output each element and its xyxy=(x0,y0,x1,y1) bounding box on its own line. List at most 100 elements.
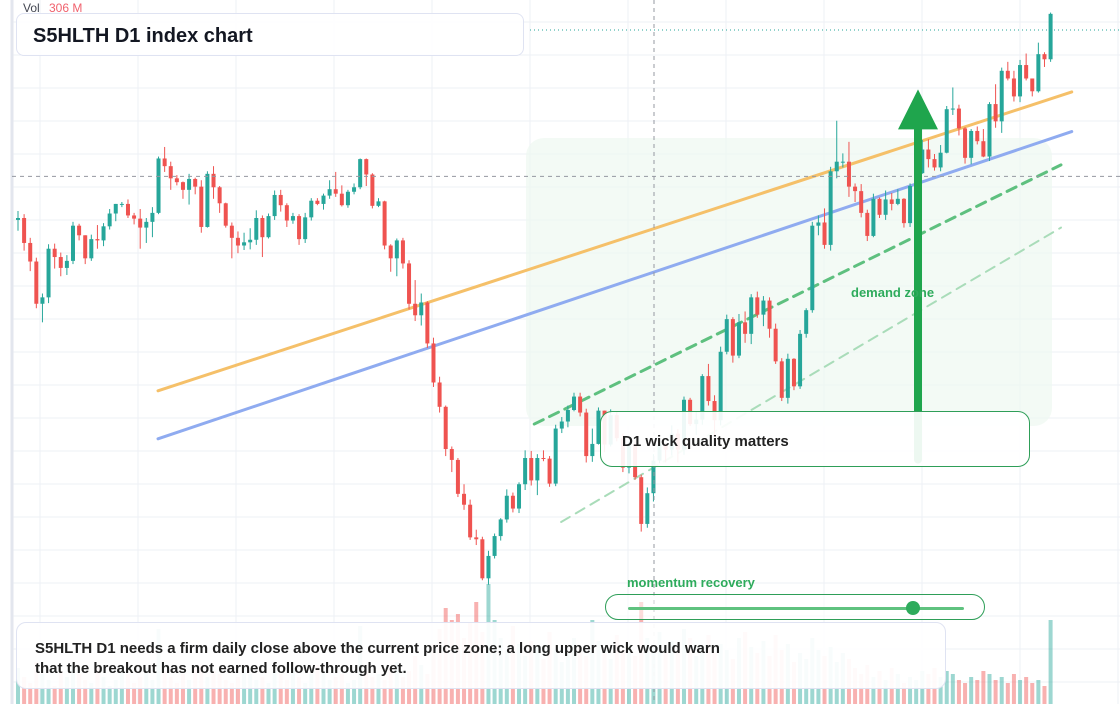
volume-bar xyxy=(187,680,192,704)
candle-body xyxy=(425,302,430,344)
analysis-card: S5HLTH D1 needs a firm daily close above… xyxy=(16,622,946,689)
volume-bar xyxy=(339,674,344,704)
candle-body xyxy=(89,239,94,259)
candle-body xyxy=(1030,78,1035,92)
momentum-slider[interactable] xyxy=(605,594,985,620)
volume-bar xyxy=(1030,683,1035,704)
candle-body xyxy=(639,477,644,524)
candle-body xyxy=(138,218,143,228)
volume-bar xyxy=(46,680,51,704)
candle-body xyxy=(999,70,1004,122)
candle-body xyxy=(767,300,772,329)
volume-bar xyxy=(297,677,302,704)
candle-body xyxy=(755,297,760,315)
volume-bar xyxy=(138,677,143,704)
candle-body xyxy=(743,322,748,334)
volume-label: Vol xyxy=(23,1,40,15)
volume-bar xyxy=(223,680,228,704)
candle-body xyxy=(150,212,155,222)
momentum-label: momentum recovery xyxy=(627,575,755,590)
candle-body xyxy=(455,459,460,494)
candle-body xyxy=(510,495,515,509)
candle-body xyxy=(590,443,595,457)
candle-body xyxy=(462,493,467,505)
candle-body xyxy=(975,130,980,142)
candle-body xyxy=(596,410,601,444)
volume-bar xyxy=(1018,680,1023,704)
volume-bar xyxy=(254,680,259,704)
candle-body xyxy=(187,178,192,190)
candle-body xyxy=(785,358,790,398)
analysis-text: S5HLTH D1 needs a firm daily close above… xyxy=(35,640,720,677)
volume-bar xyxy=(1042,686,1047,704)
candle-body xyxy=(865,212,870,236)
candle-body xyxy=(394,240,399,259)
candle-body xyxy=(779,361,784,398)
volume-bar xyxy=(1024,677,1029,704)
volume-bar xyxy=(303,683,308,704)
up-arrow-icon xyxy=(898,89,938,464)
candle-body xyxy=(58,257,63,268)
candle-body xyxy=(297,216,302,240)
volume-bar xyxy=(278,674,283,704)
candle-body xyxy=(278,194,283,206)
candle-body xyxy=(1011,78,1016,97)
candle-body xyxy=(993,104,998,122)
candle-body xyxy=(235,237,240,246)
candle-body xyxy=(1048,13,1053,60)
volume-bar xyxy=(376,674,381,704)
candle-body xyxy=(938,152,943,168)
candle-body xyxy=(83,235,88,259)
candle-body xyxy=(119,203,124,205)
candle-body xyxy=(449,449,454,460)
candle-body xyxy=(535,458,540,481)
candle-body xyxy=(498,519,503,537)
volume-bar xyxy=(901,683,906,704)
candle-body xyxy=(22,218,27,243)
chart-title: S5HLTH D1 index chart xyxy=(33,25,253,47)
volume-bar xyxy=(975,680,980,704)
candle-body xyxy=(229,225,234,238)
volume-bar xyxy=(248,674,253,704)
candle-body xyxy=(645,493,650,524)
volume-bar xyxy=(963,683,968,704)
candle-body xyxy=(736,322,741,356)
candle-body xyxy=(352,187,357,192)
candle-body xyxy=(846,161,851,187)
volume-bar xyxy=(908,677,913,704)
candle-body xyxy=(895,198,900,204)
volume-bar xyxy=(260,677,265,704)
candle-body xyxy=(651,460,656,494)
momentum-slider-knob[interactable] xyxy=(905,601,920,615)
volume-bar xyxy=(1011,674,1016,704)
crosshair xyxy=(12,0,1120,704)
volume-bar xyxy=(309,674,314,704)
candle-body xyxy=(761,300,766,315)
candle-body xyxy=(1018,65,1023,97)
candle-body xyxy=(290,216,295,221)
volume-bar xyxy=(1048,620,1053,704)
volume-bar xyxy=(132,683,137,704)
demand-zone-label: demand zone xyxy=(851,285,935,300)
candle-body xyxy=(749,297,754,334)
candle-body xyxy=(223,203,228,226)
candle-body xyxy=(468,504,473,538)
candle-body xyxy=(920,149,925,174)
candle-body xyxy=(382,201,387,246)
volume-bar xyxy=(871,677,876,704)
candle-body xyxy=(981,141,986,157)
volume-bar xyxy=(883,680,888,704)
volume-bar xyxy=(944,671,949,704)
volume-bar xyxy=(22,677,27,704)
volume-bar xyxy=(969,677,974,704)
volume-bar xyxy=(83,680,88,704)
volume-bar xyxy=(174,683,179,704)
candle-body xyxy=(584,412,589,457)
volume-bar xyxy=(425,674,430,704)
candle-body xyxy=(517,484,522,509)
candle-body xyxy=(504,495,509,520)
candle-body xyxy=(315,200,320,204)
candle-body xyxy=(926,149,931,160)
candle-body xyxy=(413,303,418,316)
note-text: D1 wick quality matters xyxy=(622,433,789,450)
